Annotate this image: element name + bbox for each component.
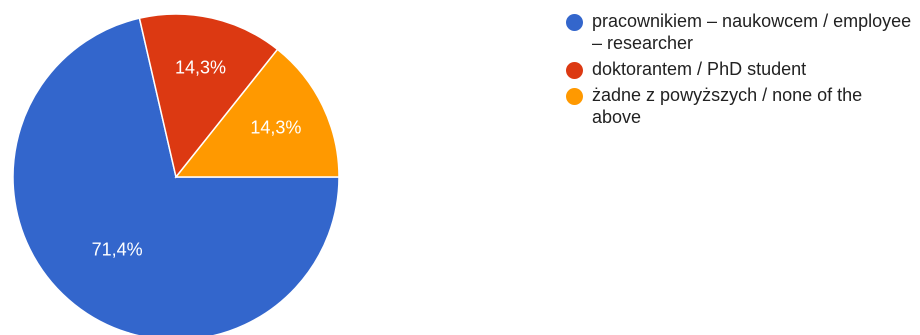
- pie-slice-phd-student[interactable]: [138, 13, 279, 179]
- pie-slice-none-of-the-above[interactable]: [174, 48, 340, 178]
- legend-item-employee-researcher[interactable]: pracownikiem – naukowcem / employee – re…: [566, 10, 916, 54]
- legend-label-employee-researcher: pracownikiem – naukowcem / employee – re…: [592, 11, 912, 53]
- legend: pracownikiem – naukowcem / employee – re…: [566, 10, 916, 132]
- pie-slice-labels: 71,4% 14,3% 14,3%: [92, 58, 302, 260]
- legend-swatch-employee-researcher: [566, 14, 583, 31]
- legend-swatch-none-of-the-above: [566, 88, 583, 105]
- legend-item-none-of-the-above[interactable]: żadne z powyższych / none of the above: [566, 84, 916, 128]
- pie-slices: [12, 13, 340, 335]
- legend-item-phd-student[interactable]: doktorantem / PhD student: [566, 58, 916, 80]
- pie-slice-label-phd-student: 14,3%: [175, 58, 226, 78]
- pie-slice-label-none-of-the-above: 14,3%: [250, 118, 301, 138]
- legend-label-phd-student: doktorantem / PhD student: [592, 59, 807, 79]
- legend-label-none-of-the-above: żadne z powyższych / none of the above: [592, 85, 863, 127]
- pie-slice-label-employee-researcher: 71,4%: [92, 240, 143, 260]
- pie-slice-employee-researcher[interactable]: [12, 17, 340, 335]
- legend-swatch-phd-student: [566, 62, 583, 79]
- pie-svg: 71,4% 14,3% 14,3%: [12, 13, 340, 335]
